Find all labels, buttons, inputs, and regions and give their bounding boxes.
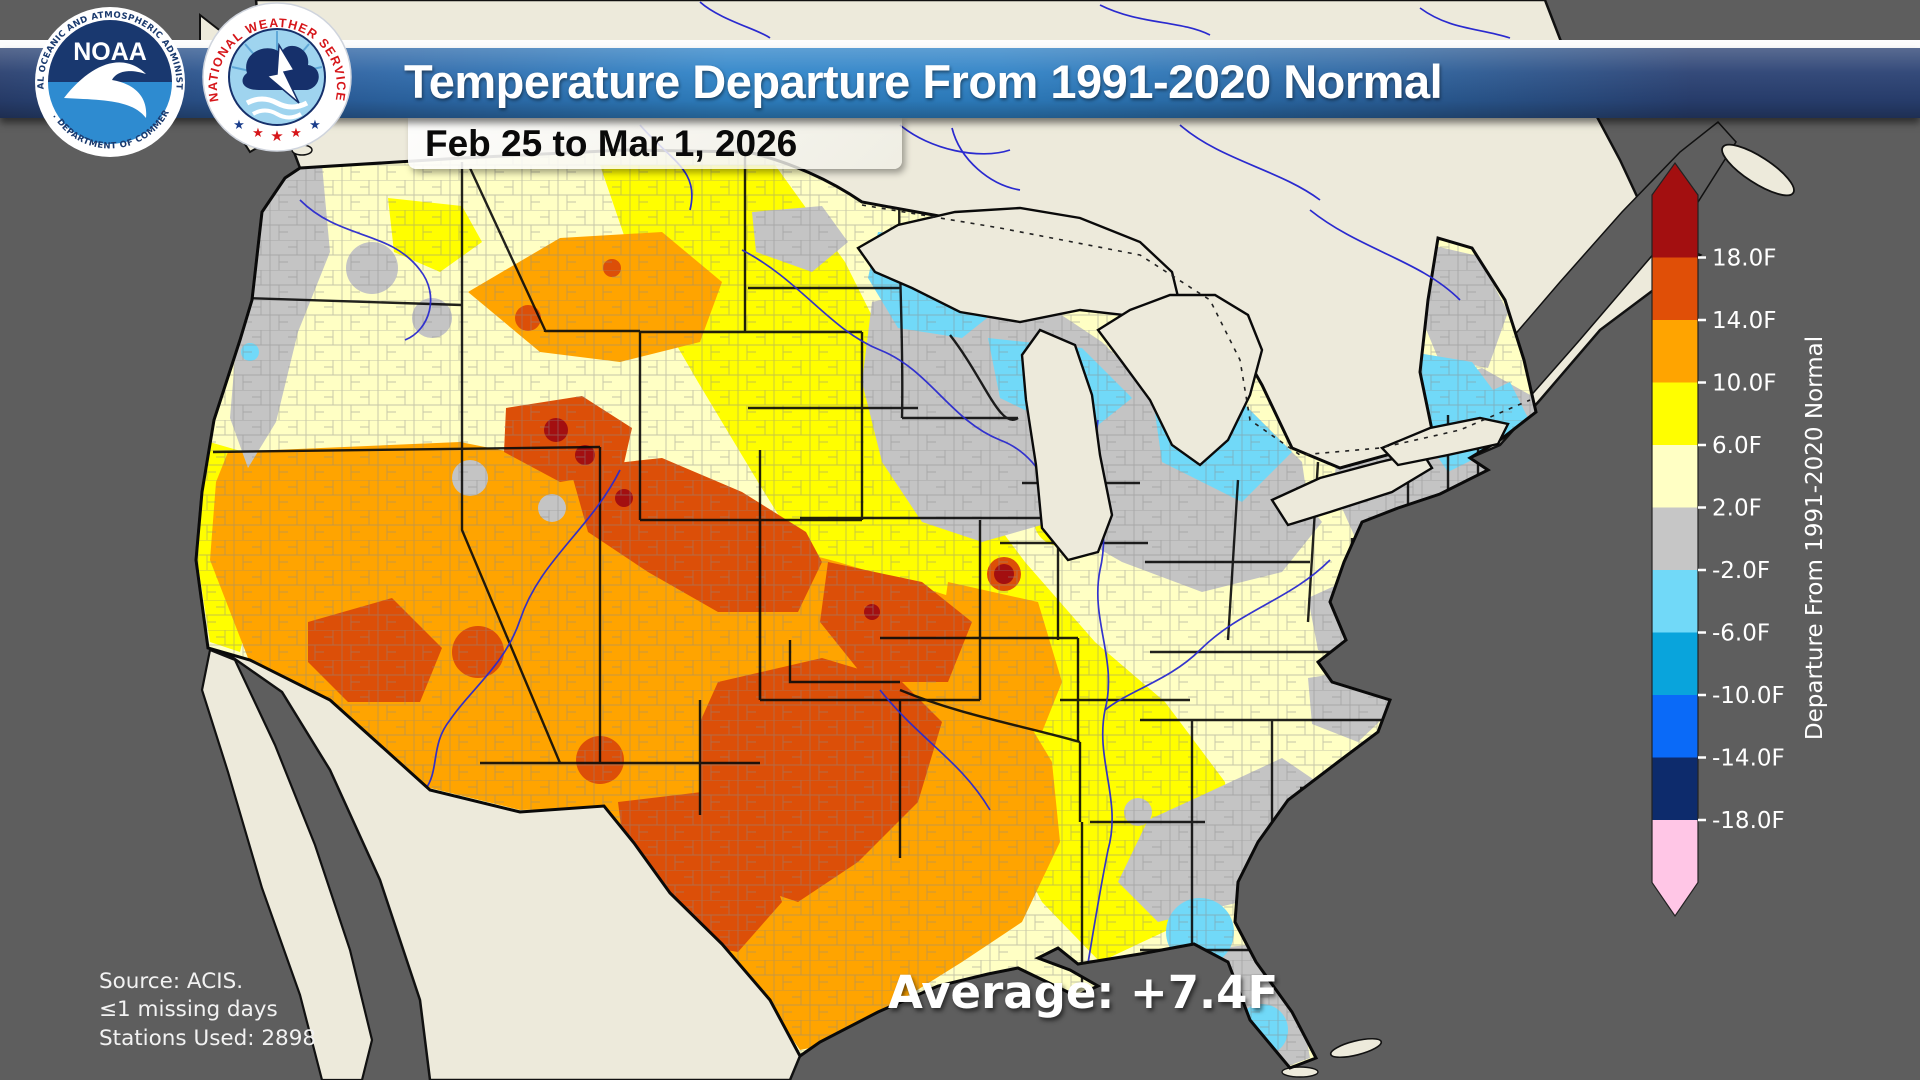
legend-segment (1652, 820, 1698, 916)
legend-tick-label: 14.0F (1712, 308, 1776, 334)
legend-axis-label: Departure From 1991-2020 Normal (1802, 336, 1828, 740)
legend-outline (1651, 161, 1699, 918)
lake-huron (1096, 293, 1264, 467)
legend-tick-label: 2.0F (1712, 496, 1762, 522)
legend-segment (1652, 507, 1698, 570)
legend-tick-label: -2.0F (1712, 558, 1770, 584)
svg-text:★: ★ (233, 118, 245, 133)
legend-segment (1652, 695, 1698, 758)
missing-days-line: ≤1 missing days (99, 997, 278, 1023)
svg-text:★: ★ (252, 126, 264, 141)
average-departure-label: Average: +7.4F (888, 966, 1279, 1019)
canada-rivers (639, 1, 1511, 301)
legend-tick-label: -18.0F (1712, 808, 1785, 834)
date-range-box: Feb 25 to Mar 1, 2026 (408, 118, 902, 169)
svg-text:★: ★ (309, 118, 321, 133)
legend-colorbar: 18.0F 14.0F 10.0F 6.0F 2.0F -2.0F -6.0F -10.0F -… (1651, 161, 1828, 918)
nws-logo: NATIONAL WEATHER SERVICE ★ ★ ★ ★ ★ (202, 2, 352, 152)
svg-text:★: ★ (290, 126, 302, 141)
legend-segment (1652, 570, 1698, 633)
great-lakes (856, 206, 1510, 562)
noaa-sky-half (48, 20, 172, 82)
noaa-logo: NOAA NATIONAL OCEANIC AND ATMOSPHERIC AD… (35, 7, 185, 157)
legend-tick-label: 18.0F (1712, 246, 1776, 272)
legend-tick-label: -10.0F (1712, 683, 1785, 709)
noaa-seagull-icon (64, 62, 147, 118)
lake-ontario (1379, 416, 1510, 467)
legend-tick-label: -6.0F (1712, 621, 1770, 647)
svg-text:★: ★ (270, 127, 283, 145)
date-range-label: Feb 25 to Mar 1, 2026 (425, 123, 798, 164)
legend-segment (1652, 445, 1698, 508)
lake-erie (1270, 450, 1434, 527)
legend-segment (1652, 320, 1698, 383)
page-title: Temperature Departure From 1991-2020 Nor… (404, 55, 1443, 108)
canada-border-dotted (861, 204, 1531, 456)
legend-segment (1652, 382, 1698, 445)
nws-stars: ★ ★ ★ ★ ★ (233, 118, 321, 145)
source-line: Source: ACIS. (99, 969, 244, 994)
legend-segment (1652, 757, 1698, 820)
legend-tick-label: 10.0F (1712, 371, 1776, 397)
legend-tick-label: 6.0F (1712, 433, 1762, 459)
nws-wave-icon (245, 96, 309, 110)
nws-lightning-icon (265, 42, 300, 104)
header-separator-strip (0, 40, 1920, 48)
noaa-wordmark: NOAA (73, 38, 147, 66)
baja-peninsula (200, 648, 374, 1080)
legend-segment (1652, 257, 1698, 320)
legend-tick-label: -14.0F (1712, 746, 1785, 772)
lake-michigan (1020, 328, 1114, 562)
legend-segment (1652, 632, 1698, 695)
legend-segment (1652, 163, 1698, 258)
stations-used-line: Stations Used: 2898 (99, 1025, 317, 1051)
source-attribution: Source: ACIS. ≤1 missing days Stations U… (99, 968, 316, 1053)
